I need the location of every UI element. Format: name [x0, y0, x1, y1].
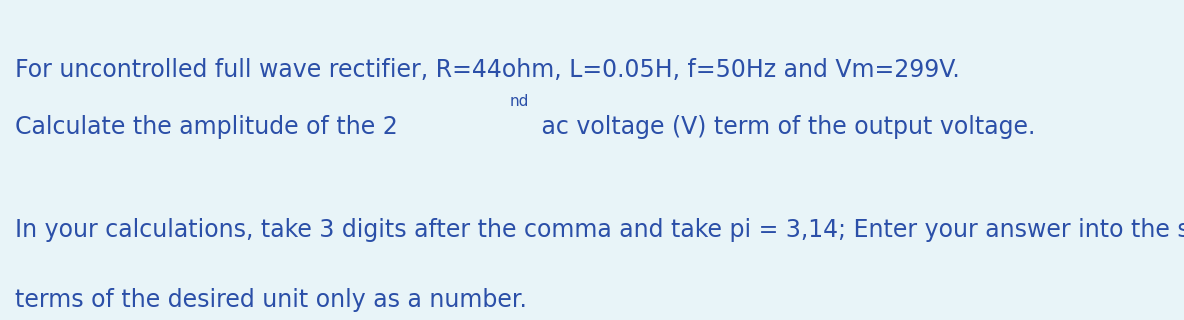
Text: In your calculations, take 3 digits after the comma and take pi = 3,14; Enter yo: In your calculations, take 3 digits afte…: [15, 218, 1184, 242]
Text: ac voltage (V) term of the output voltage.: ac voltage (V) term of the output voltag…: [534, 116, 1036, 140]
Text: For uncontrolled full wave rectifier, R=44ohm, L=0.05H, f=50Hz and Vm=299V.: For uncontrolled full wave rectifier, R=…: [15, 58, 960, 82]
Text: terms of the desired unit only as a number.: terms of the desired unit only as a numb…: [15, 288, 527, 312]
Text: Calculate the amplitude of the 2: Calculate the amplitude of the 2: [15, 116, 398, 140]
Text: nd: nd: [509, 93, 528, 108]
